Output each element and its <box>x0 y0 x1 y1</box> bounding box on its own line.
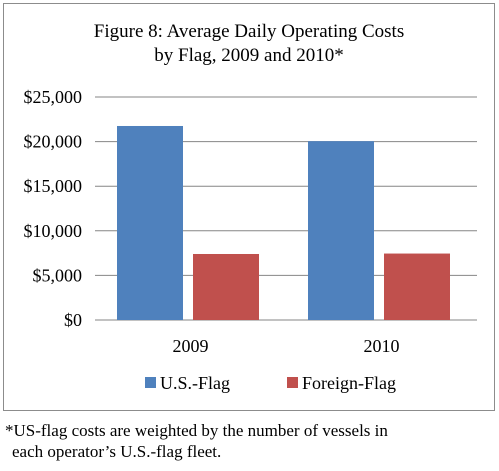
chart-title-line-2: by Flag, 2009 and 2010* <box>154 45 344 66</box>
footnote-line-1: *US-flag costs are weighted by the numbe… <box>5 421 388 440</box>
chart-title-line-1: Figure 8: Average Daily Operating Costs <box>93 21 405 42</box>
footnote-line-2: each operator’s U.S.-flag fleet. <box>12 442 222 461</box>
footnote: *US-flag costs are weighted by the numbe… <box>5 420 495 462</box>
chart-frame <box>3 3 495 411</box>
